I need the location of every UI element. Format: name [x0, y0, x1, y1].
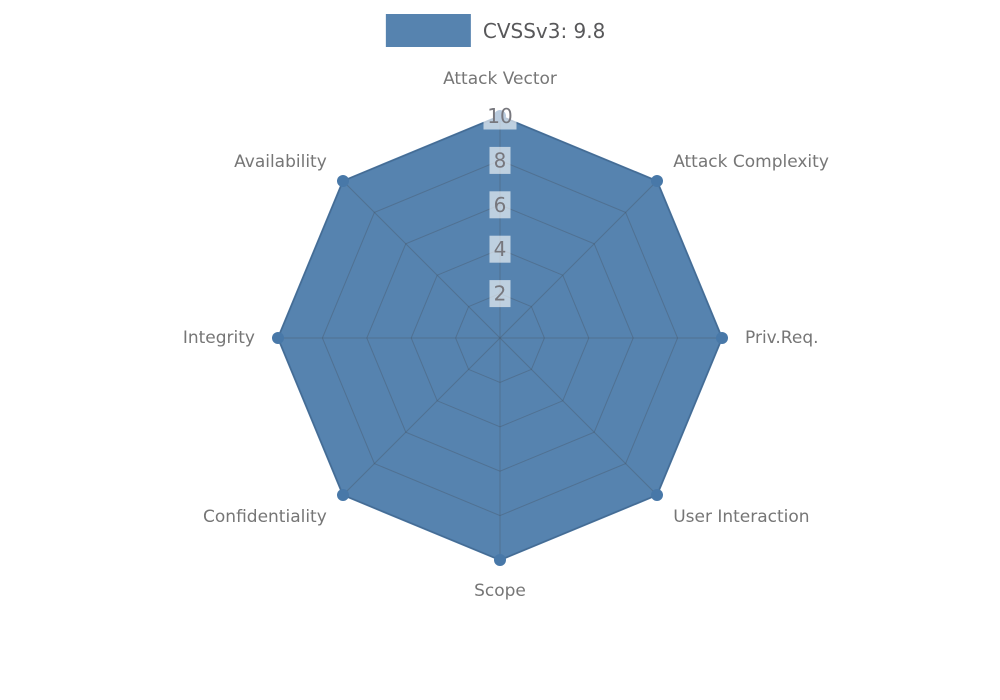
- tick-label: 8: [494, 148, 507, 172]
- axis-label: User Interaction: [673, 507, 809, 527]
- vertex-marker: [651, 489, 663, 501]
- vertex-marker: [337, 175, 349, 187]
- tick-box: [489, 280, 511, 308]
- vertex-marker: [272, 332, 284, 344]
- legend: CVSSv3: 9.8: [385, 14, 606, 47]
- tick-box: [489, 191, 511, 219]
- axis-label: Scope: [474, 581, 526, 601]
- grid-ring: [455, 293, 545, 383]
- vertex-marker: [337, 489, 349, 501]
- tick-label: 10: [487, 104, 512, 128]
- vertex-marker: [494, 554, 506, 566]
- grid-ring: [321, 159, 679, 517]
- tick-box: [489, 146, 511, 174]
- axis-label: Integrity: [183, 328, 255, 348]
- axis-label: Attack Complexity: [673, 152, 829, 172]
- axis-spoke: [499, 337, 658, 496]
- vertex-marker: [716, 332, 728, 344]
- tick-box: [483, 102, 517, 130]
- axis-label: Priv.Req.: [745, 328, 819, 348]
- tick-label: 6: [494, 193, 507, 217]
- axis-spoke: [499, 180, 658, 339]
- vertex-marker: [651, 175, 663, 187]
- legend-label: CVSSv3: 9.8: [482, 18, 606, 43]
- axis-spoke: [342, 180, 501, 339]
- tick-label: 4: [494, 237, 507, 261]
- axis-label: Availability: [234, 152, 327, 172]
- axis-label: Attack Vector: [443, 69, 557, 89]
- legend-swatch: [385, 14, 471, 47]
- axis-spoke: [342, 337, 501, 496]
- axis-label: Confidentiality: [203, 507, 327, 527]
- tick-box: [489, 235, 511, 263]
- tick-label: 2: [494, 282, 507, 306]
- grid-ring: [410, 248, 590, 428]
- grid-ring: [366, 204, 634, 472]
